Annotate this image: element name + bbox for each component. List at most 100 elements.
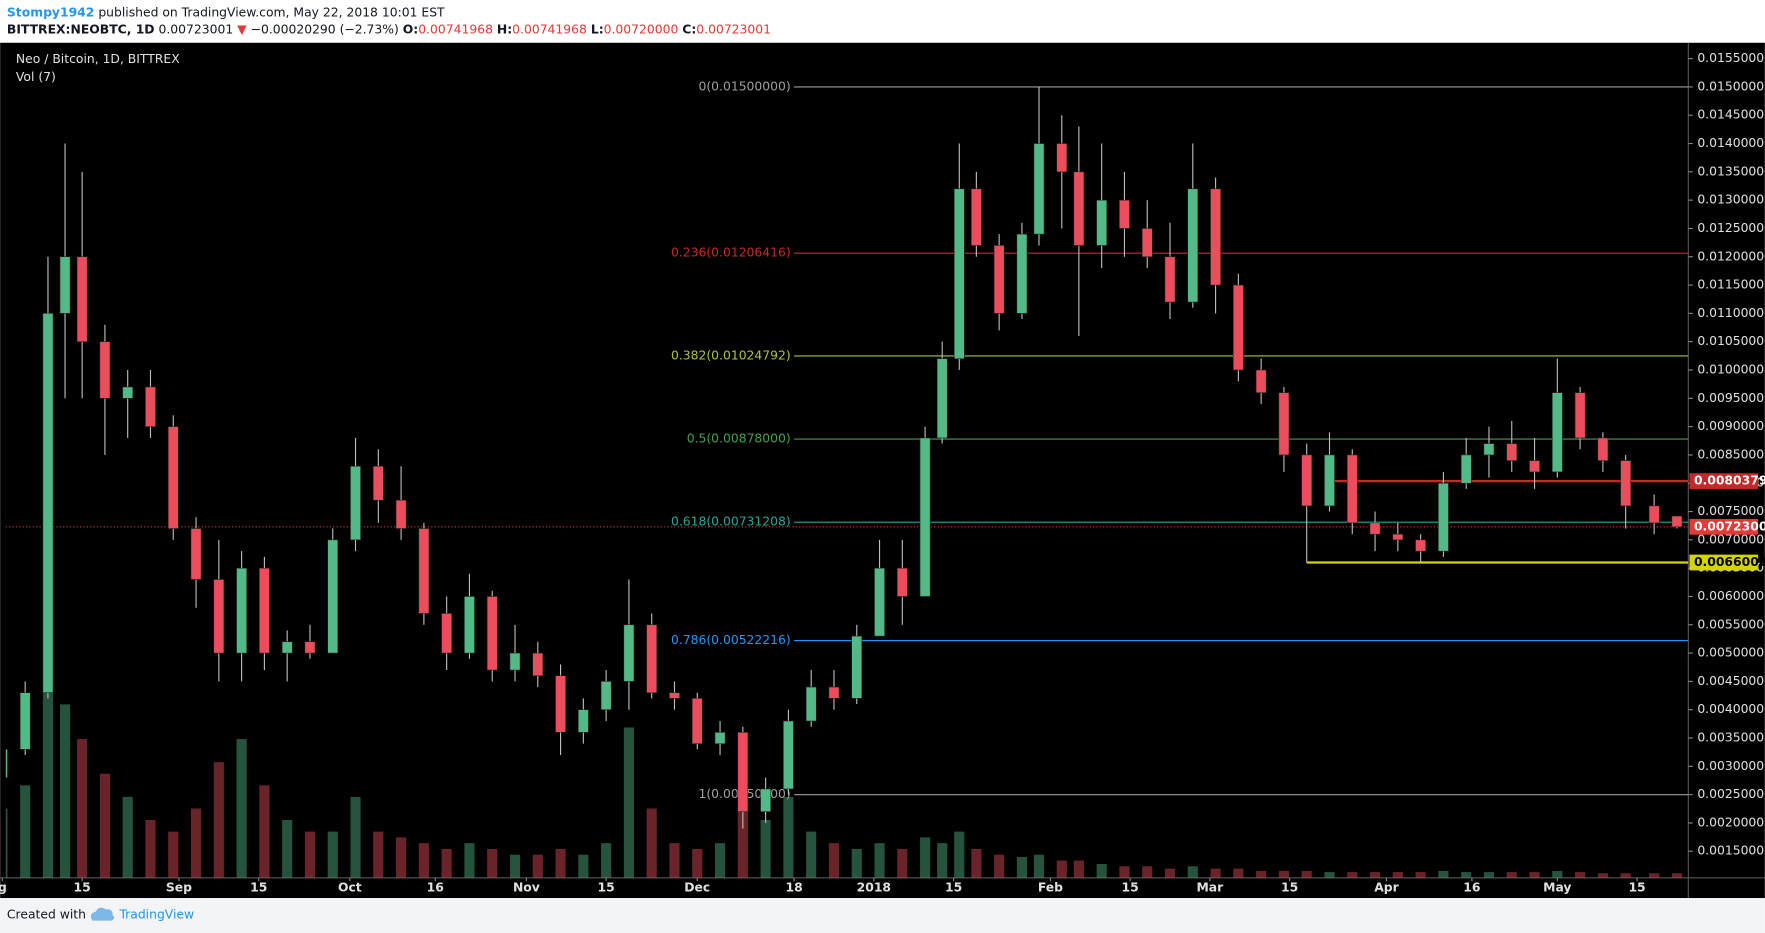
- candle-body: [1671, 515, 1683, 528]
- candle-body: [936, 358, 948, 439]
- candle-body: [1392, 533, 1404, 541]
- candle-body: [1301, 454, 1313, 507]
- volume-bar: [509, 854, 521, 878]
- volume-bar: [851, 848, 862, 878]
- arrow: ▼: [237, 22, 247, 36]
- volume-bar: [1233, 868, 1244, 878]
- o-value: 0.00741968: [418, 22, 493, 36]
- candle-body: [714, 732, 726, 744]
- x-tick-label: 15: [250, 880, 267, 894]
- x-tick-label: Nov: [513, 880, 540, 894]
- volume-bar: [1552, 870, 1563, 878]
- price-box: [1689, 554, 1759, 571]
- candle-body: [99, 341, 111, 399]
- candle-body: [1597, 437, 1609, 461]
- candle-body: [953, 188, 965, 359]
- candle-body: [1551, 392, 1563, 473]
- change: −0.00020290 (−2.73%): [251, 22, 399, 36]
- volume-bar: [1056, 860, 1067, 878]
- volume-label: Vol (7): [16, 70, 56, 84]
- candle-body: [971, 188, 982, 246]
- candle-body: [532, 652, 544, 677]
- y-tick-label: 0.00500000: [1697, 646, 1765, 660]
- candle-body: [509, 652, 521, 671]
- candle-body: [304, 641, 316, 654]
- fib-label: 0.618(0.00731208): [671, 515, 791, 529]
- volume-bar: [1575, 872, 1586, 878]
- price-box: [1689, 473, 1759, 489]
- volume-bar: [418, 843, 429, 878]
- candle-body: [42, 313, 54, 693]
- footer-brand[interactable]: TradingView: [118, 907, 194, 921]
- volume-bar: [646, 808, 657, 878]
- volume-bar: [350, 796, 361, 878]
- candle-body: [1210, 188, 1221, 286]
- candle-body: [783, 720, 794, 790]
- chart-title: Neo / Bitcoin, 1D, BITTREX: [16, 52, 180, 66]
- price-box-label: 0.00803791: [1694, 474, 1765, 488]
- candle-body: [1187, 188, 1199, 303]
- candle-body: [327, 539, 339, 654]
- volume-bar: [1392, 872, 1403, 878]
- x-tick-label: Dec: [684, 880, 710, 894]
- candle-body: [1016, 233, 1028, 314]
- candle-body: [1460, 454, 1472, 484]
- volume-bar: [971, 848, 982, 878]
- volume-bar: [1347, 872, 1358, 878]
- volume-bar: [1278, 870, 1289, 878]
- candle-body: [805, 686, 817, 722]
- y-tick-label: 0.01550000: [1697, 51, 1765, 65]
- candle-body: [236, 567, 247, 654]
- volume-bar: [236, 739, 247, 878]
- volume-bar: [783, 796, 794, 878]
- y-tick-label: 0.00300000: [1697, 759, 1765, 773]
- candle-body: [646, 624, 658, 693]
- h-value: 0.00741968: [512, 22, 587, 36]
- volume-bar: [1369, 872, 1381, 878]
- y-tick-label: 0.00350000: [1697, 731, 1765, 745]
- volume-bar: [1210, 868, 1221, 878]
- c-key: C:: [682, 22, 696, 36]
- candle-body: [623, 624, 635, 682]
- volume-bar: [1483, 872, 1495, 878]
- candle-body: [281, 641, 293, 654]
- l-value: 0.00720000: [604, 22, 679, 36]
- candle-body: [1056, 143, 1068, 173]
- price-box-label: 0.00660000: [1694, 555, 1765, 569]
- volume-bar: [669, 843, 680, 878]
- candle-body: [1278, 392, 1290, 456]
- volume-bar: [373, 831, 384, 878]
- volume-bar: [213, 762, 224, 878]
- y-tick-label: 0.01500000: [1697, 79, 1765, 93]
- volume-bar: [760, 820, 771, 878]
- candle-body: [691, 698, 703, 744]
- volume-bar: [42, 669, 54, 878]
- x-tick-label: Feb: [1038, 880, 1063, 894]
- candle-body: [464, 596, 475, 654]
- candle-body: [167, 426, 179, 529]
- volume-bar: [714, 843, 726, 878]
- y-tick-label: 0.01400000: [1697, 136, 1765, 150]
- y-tick-label: 0.00900000: [1697, 419, 1765, 433]
- y-tick-label: 0.00950000: [1697, 391, 1765, 405]
- fib-label: 0.236(0.01206416): [671, 246, 791, 260]
- brand-logo[interactable]: [90, 907, 115, 921]
- volume-bar: [623, 727, 634, 878]
- y-tick-label: 0.00750000: [1697, 504, 1765, 518]
- candle-body: [1574, 392, 1586, 439]
- user[interactable]: Stompy1942: [7, 5, 94, 19]
- candle-body: [1529, 460, 1540, 473]
- volume-bar: [20, 785, 31, 878]
- volume-bar: [1620, 873, 1631, 878]
- candle-body: [578, 709, 589, 733]
- volume-bar: [1016, 857, 1027, 878]
- volume-bar: [1256, 870, 1267, 878]
- candle-body: [19, 692, 31, 750]
- footer-created: Created with: [7, 907, 86, 921]
- candle-body: [1096, 199, 1108, 246]
- last: 0.00723001: [159, 22, 234, 36]
- volume-bar: [994, 854, 1005, 878]
- candle-body: [1255, 369, 1267, 393]
- volume-bar: [304, 831, 316, 878]
- volume-bar: [145, 820, 156, 878]
